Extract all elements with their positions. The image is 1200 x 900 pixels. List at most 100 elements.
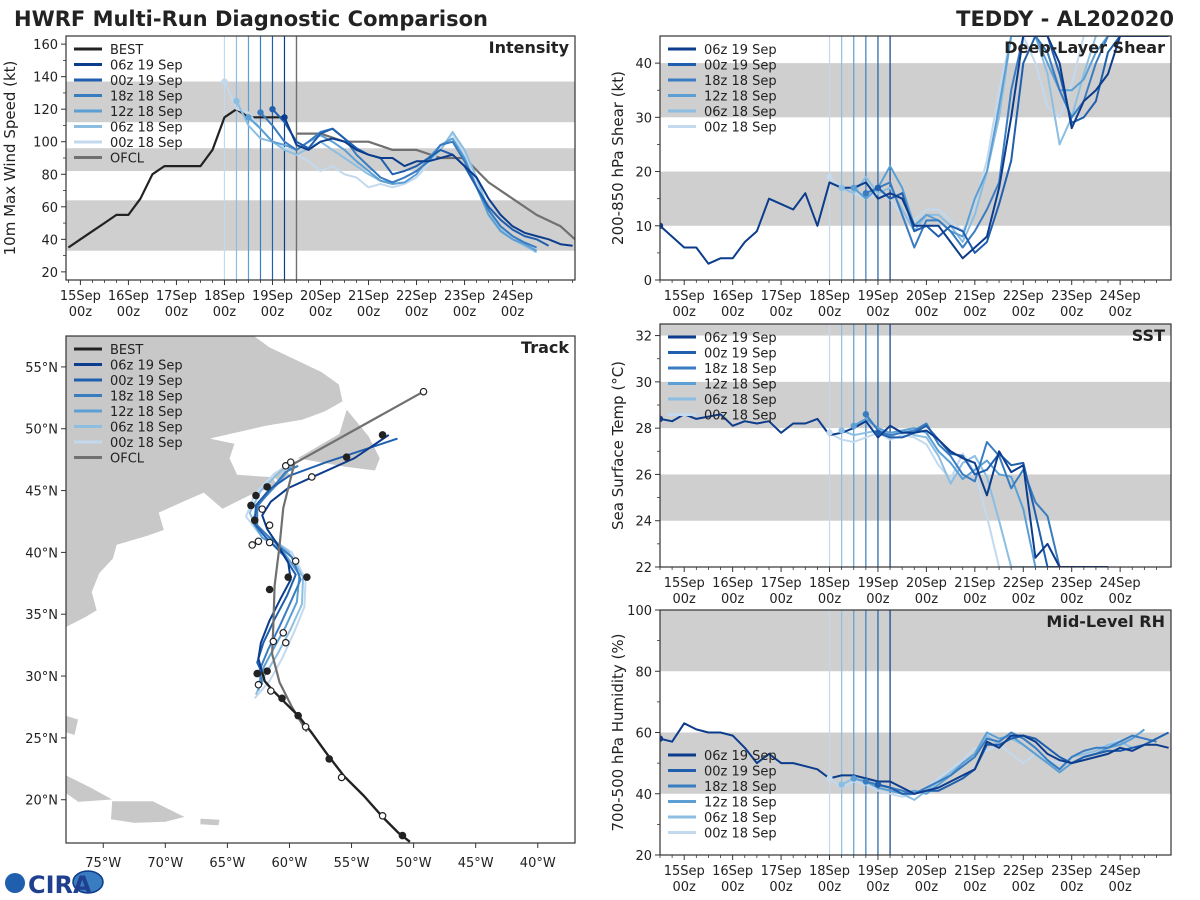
shear-xtick-label: 19Sep	[857, 289, 898, 304]
shear-ylabel: 200-850 hPa Shear (kt)	[609, 71, 627, 245]
track-xtick-label: 50°W	[396, 856, 432, 871]
shear-panel: 01020304015Sep00z16Sep00z17Sep00z18Sep00…	[609, 35, 1172, 320]
track-series-1-line	[253, 437, 398, 679]
track-open-marker-5	[269, 637, 278, 646]
intensity-xtick-label: 24Sep	[492, 289, 533, 304]
track-filled-marker-11	[252, 491, 260, 500]
intensity-xtick-label: 21Sep	[348, 289, 389, 304]
cira-logo: CIRA	[5, 870, 104, 899]
intensity-xtick-label: 17Sep	[156, 289, 197, 304]
rh-xtick-label: 15Sep	[664, 864, 705, 879]
track-ytick-label: 55°N	[25, 361, 58, 376]
shear-xtick-label: 17Sep	[761, 289, 802, 304]
shear-series-4-line	[841, 36, 1097, 243]
sst-legend-label-3: 12z 18 Sep	[704, 378, 777, 393]
sst-series-4-start-point	[838, 427, 845, 434]
intensity-legend-label-4: 12z 18 Sep	[110, 105, 183, 120]
rh-series-5-start-point	[826, 775, 833, 782]
intensity-ytick-label: 100	[33, 136, 58, 151]
shear-legend-label-2: 18z 18 Sep	[704, 74, 777, 89]
intensity-series-0-start-point	[281, 114, 288, 121]
intensity-series-5-start-point	[221, 78, 228, 85]
sst-xtick-sublabel: 00z	[769, 592, 793, 607]
track-frame	[65, 335, 576, 844]
track-legend-label-2: 00z 19 Sep	[110, 374, 183, 389]
sst-xtick-label: 16Sep	[712, 576, 753, 591]
intensity-band-2	[66, 81, 575, 123]
track-land-bahamas	[66, 715, 79, 736]
track-ytick-label: 30°N	[25, 670, 58, 685]
rh-legend-label-0: 06z 19 Sep	[704, 749, 777, 764]
sst-plot-area	[660, 324, 1171, 567]
shear-series-2-line	[865, 36, 1121, 249]
intensity-ylabel: 10m Max Wind Speed (kt)	[1, 61, 19, 256]
track-filled-marker-8	[303, 573, 311, 581]
intensity-xtick-label: 19Sep	[252, 289, 293, 304]
rh-xtick-label: 22Sep	[1003, 864, 1044, 879]
rh-xtick-sublabel: 00z	[1012, 880, 1036, 895]
intensity-xtick-label: 22Sep	[396, 289, 437, 304]
rh-series-3-start-point	[850, 775, 857, 782]
rh-xtick-sublabel: 00z	[673, 880, 697, 895]
sst-xtick-label: 18Sep	[809, 576, 850, 591]
rh-xtick-label: 19Sep	[857, 864, 898, 879]
intensity-ytick-label: 20	[41, 266, 58, 281]
intensity-xtick-label: 20Sep	[300, 289, 341, 304]
sst-xtick-label: 15Sep	[664, 576, 705, 591]
track-filled-marker-1	[325, 755, 333, 763]
track-xtick-label: 40°W	[520, 856, 556, 871]
sst-ylabel: Sea Surface Temp (°C)	[609, 361, 627, 530]
rh-xtick-sublabel: 00z	[818, 880, 842, 895]
rh-ytick-label: 80	[635, 665, 652, 680]
shear-series-4-start-point	[838, 184, 845, 192]
track-open-marker-17	[419, 387, 428, 396]
intensity-series-4-start-point	[233, 97, 240, 105]
track-open-marker-16	[286, 458, 295, 466]
intensity-legend-label-3: 18z 18 Sep	[110, 90, 183, 105]
sst-title: SST	[1132, 326, 1165, 345]
sst-legend-label-0: 06z 19 Sep	[704, 331, 777, 346]
shear-xtick-sublabel: 00z	[1108, 305, 1132, 320]
rh-xtick-sublabel: 00z	[963, 880, 987, 895]
shear-frame	[659, 35, 1172, 281]
intensity-legend-label-0: BEST	[110, 43, 143, 58]
sst-xtick-label: 22Sep	[1003, 576, 1044, 591]
track-open-marker-1	[337, 773, 346, 782]
intensity-series-2-start-point	[257, 109, 264, 116]
track-open-marker-9	[248, 541, 257, 549]
sst-band-0	[660, 474, 1171, 521]
rh-series-4-start-point	[838, 781, 845, 788]
track-ytick-label: 25°N	[25, 732, 58, 747]
track-ytick-label: 50°N	[25, 423, 58, 438]
rh-legend-label-2: 18z 18 Sep	[704, 780, 777, 795]
sst-series-0-start-point	[660, 415, 664, 423]
rh-ylabel: 700-500 hPa Humidity (%)	[609, 633, 627, 831]
track-ytick-label: 35°N	[25, 608, 58, 623]
track-open-marker-8	[291, 557, 300, 565]
track-open-marker-15	[281, 462, 290, 470]
shear-xtick-sublabel: 00z	[1060, 305, 1084, 320]
rh-xtick-sublabel: 00z	[769, 880, 793, 895]
shear-ytick-label: 0	[644, 274, 652, 289]
sst-xtick-sublabel: 00z	[1060, 592, 1084, 607]
sst-xtick-label: 19Sep	[857, 576, 898, 591]
shear-ytick-label: 30	[635, 111, 652, 126]
rh-xtick-label: 17Sep	[761, 864, 802, 879]
track-legend-label-6: 00z 18 Sep	[110, 436, 183, 451]
sst-series-0-line	[660, 413, 1108, 567]
track-series-0-line	[257, 434, 390, 673]
rh-ytick-label: 20	[635, 849, 652, 864]
sst-xtick-label: 23Sep	[1051, 576, 1092, 591]
track-filled-marker-14	[378, 431, 387, 439]
track-xtick-label: 55°W	[334, 856, 370, 871]
track-filled-marker-6	[265, 585, 274, 594]
rh-ytick-label: 60	[635, 727, 652, 742]
shear-series-1-start-point	[874, 184, 882, 192]
sst-xtick-sublabel: 00z	[963, 592, 987, 607]
shear-series-0-line	[660, 36, 1169, 265]
track-filled-marker-10	[247, 501, 255, 510]
sst-series-1-start-point	[874, 429, 882, 436]
logo-text: CIRA	[28, 871, 92, 899]
intensity-xtick-sublabel: 00z	[165, 305, 189, 320]
